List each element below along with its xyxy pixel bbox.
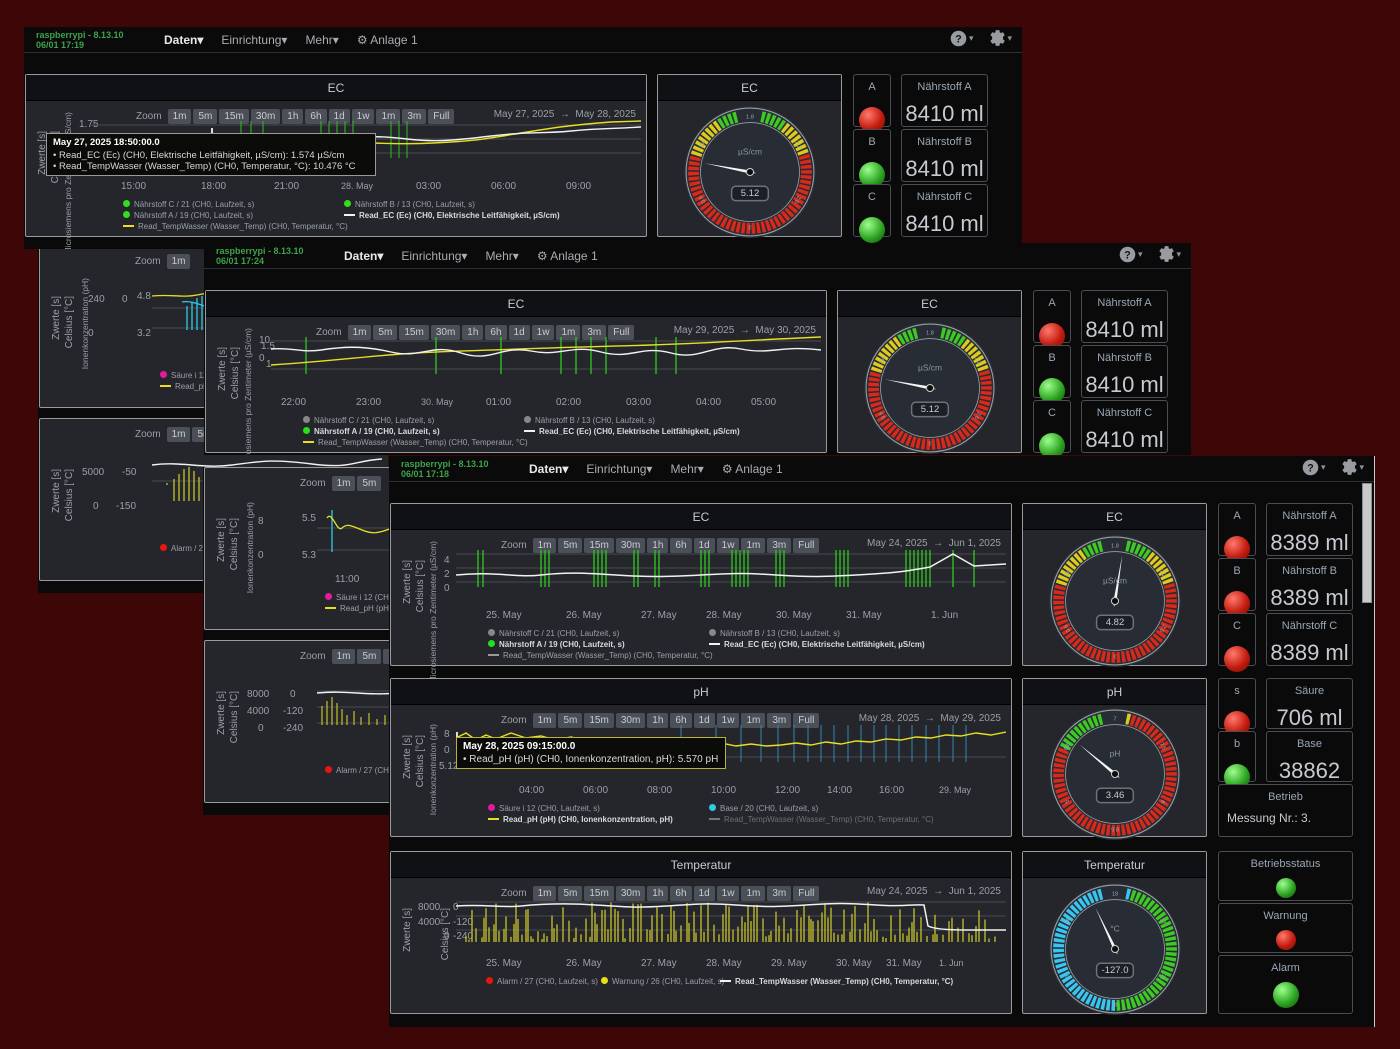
svg-text:pH: pH bbox=[1109, 748, 1120, 758]
svg-text:3: 3 bbox=[1113, 653, 1116, 659]
svg-text:µS/cm: µS/cm bbox=[917, 362, 941, 372]
svg-text:4.82: 4.82 bbox=[1105, 617, 1124, 628]
svg-text:-127.0: -127.0 bbox=[1101, 965, 1128, 976]
svg-text:1.8: 1.8 bbox=[746, 114, 754, 120]
svg-text:3: 3 bbox=[748, 224, 751, 230]
svg-text:µS/cm: µS/cm bbox=[737, 146, 761, 156]
svg-text:3: 3 bbox=[928, 440, 931, 446]
svg-text:3.46: 3.46 bbox=[1105, 790, 1124, 801]
svg-text:7: 7 bbox=[1113, 716, 1116, 722]
svg-text:5.12: 5.12 bbox=[920, 404, 939, 415]
svg-text:1.8: 1.8 bbox=[1111, 543, 1119, 549]
svg-text:°C: °C bbox=[1110, 923, 1119, 933]
svg-text:1.8: 1.8 bbox=[926, 330, 934, 336]
svg-text:?: ? bbox=[1124, 249, 1130, 261]
svg-text:18: 18 bbox=[1111, 891, 1117, 897]
svg-text:5.12: 5.12 bbox=[740, 188, 759, 199]
svg-text:µS/cm: µS/cm bbox=[1102, 575, 1126, 585]
svg-text:?: ? bbox=[955, 33, 961, 45]
svg-text:45: 45 bbox=[1111, 1001, 1117, 1007]
svg-text:?: ? bbox=[1307, 462, 1313, 474]
svg-text:8.5: 8.5 bbox=[1111, 826, 1119, 832]
